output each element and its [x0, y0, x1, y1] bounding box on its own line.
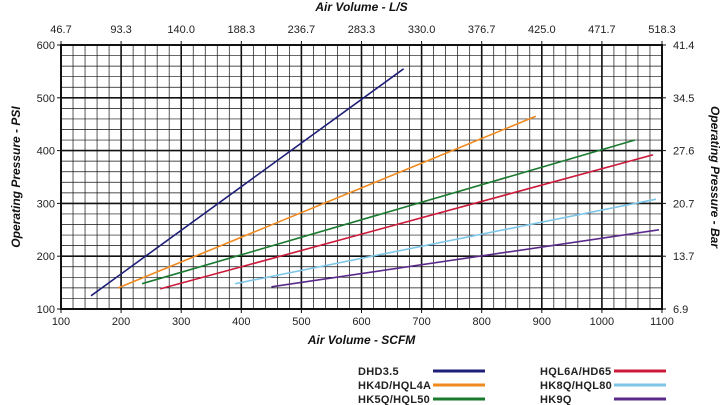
- top-axis-title: Air Volume - L/S: [314, 0, 407, 14]
- top-tick-label: 471.7: [588, 24, 616, 36]
- x-axis-title: Air Volume - SCFM: [307, 333, 417, 347]
- axis-titles: Air Volume - SCFM Air Volume - L/S Opera…: [9, 0, 722, 347]
- top-tick-label: 46.7: [50, 24, 71, 36]
- series-lines: [90, 68, 660, 297]
- right-tick-label: 6.9: [673, 304, 688, 316]
- tick-labels: 100 200 300 400 500 600 700 800 900 1000 1100 46.7 9…: [37, 24, 695, 328]
- legend-item: DHD3.5: [358, 366, 485, 378]
- legend-item: HK5Q/HQL50: [358, 394, 485, 405]
- legend-item: HQL6A/HD65: [540, 366, 666, 378]
- x-tick-label: 700: [412, 316, 430, 328]
- legend-label: DHD3.5: [358, 366, 399, 378]
- top-tick-label: 93.3: [110, 24, 131, 36]
- y-tick-label: 600: [37, 40, 55, 52]
- series-line-hql6a-hd65: [159, 154, 654, 290]
- x-tick-label: 600: [352, 316, 370, 328]
- x-tick-label: 200: [112, 316, 130, 328]
- x-tick-label: 500: [292, 316, 310, 328]
- top-tick-label: 236.7: [288, 24, 316, 36]
- x-tick-label: 800: [473, 316, 491, 328]
- y-tick-label: 500: [37, 93, 55, 105]
- legend-item: HK4D/HQL4A: [358, 380, 485, 392]
- x-tick-label: 100: [52, 316, 70, 328]
- series-line-hk9q: [271, 229, 660, 288]
- legend-item: HK9Q: [540, 394, 666, 405]
- right-tick-label: 41.4: [673, 40, 694, 52]
- top-tick-label: 283.3: [348, 24, 376, 36]
- top-tick-label: 140.0: [167, 24, 195, 36]
- legend-label: HK4D/HQL4A: [358, 380, 431, 392]
- x-tick-label: 1000: [590, 316, 614, 328]
- y-tick-label: 400: [37, 146, 55, 158]
- series-line-hk5q-hql50: [141, 139, 636, 285]
- x-tick-label: 300: [172, 316, 190, 328]
- top-tick-label: 376.7: [468, 24, 496, 36]
- y-tick-label: 100: [37, 304, 55, 316]
- x-tick-label: 1100: [650, 316, 674, 328]
- legend-label: HK5Q/HQL50: [358, 394, 430, 405]
- y-tick-label: 300: [37, 198, 55, 210]
- series-line-hk8q-hql80: [235, 198, 657, 285]
- right-tick-label: 34.5: [673, 93, 694, 105]
- y-axis-title: Operating Pressure - PSI: [9, 106, 23, 248]
- series-line-hk4d-hql4a: [117, 115, 537, 289]
- top-tick-label: 425.0: [528, 24, 556, 36]
- right-tick-label: 27.6: [673, 146, 694, 158]
- y-tick-label: 200: [37, 251, 55, 263]
- top-tick-label: 188.3: [228, 24, 256, 36]
- right-tick-label: 20.7: [673, 198, 694, 210]
- legend-label: HK8Q/HQL80: [540, 380, 612, 392]
- top-tick-label: 518.3: [648, 24, 676, 36]
- x-tick-label: 900: [533, 316, 551, 328]
- legend-label: HQL6A/HD65: [540, 366, 611, 378]
- series-line-dhd3-5: [90, 68, 405, 297]
- legend-item: HK8Q/HQL80: [540, 380, 666, 392]
- legend-label: HK9Q: [540, 394, 572, 405]
- right-axis-title: Operating Pressure - Bar: [708, 106, 722, 249]
- top-tick-label: 330.0: [408, 24, 436, 36]
- right-tick-label: 13.7: [673, 251, 694, 263]
- x-tick-label: 400: [232, 316, 250, 328]
- legend: DHD3.5 HK4D/HQL4A HK5Q/HQL50 HQL6A/HD65 HK8Q…: [358, 366, 666, 405]
